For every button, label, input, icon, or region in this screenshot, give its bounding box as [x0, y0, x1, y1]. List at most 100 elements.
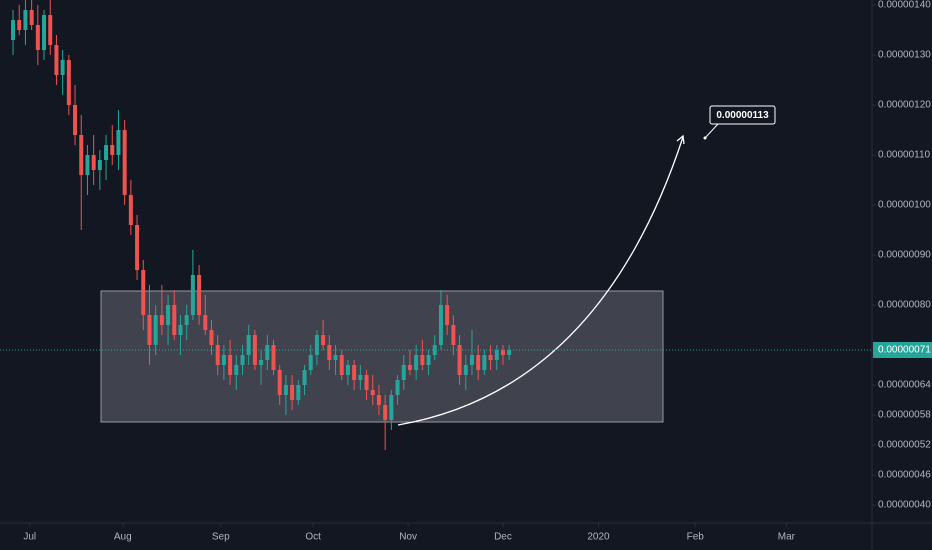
- candle-body: [339, 355, 344, 375]
- candle-body: [259, 360, 264, 365]
- x-tick-label: Aug: [114, 532, 132, 543]
- candle-body: [178, 325, 183, 335]
- candle-body: [116, 130, 121, 155]
- candle-body: [476, 355, 481, 370]
- y-tick-label: 0.00000058: [878, 410, 931, 421]
- y-tick-label: 0.00000046: [878, 470, 931, 481]
- candle-body: [383, 405, 388, 420]
- projection-arrow: [397, 136, 684, 426]
- candle-body: [91, 155, 96, 170]
- candle-body: [401, 365, 406, 380]
- candle-body: [469, 355, 474, 365]
- candle-body: [135, 225, 140, 270]
- candle-body: [128, 195, 133, 225]
- candle-body: [97, 160, 102, 170]
- candle-body: [79, 135, 84, 175]
- candle-body: [172, 305, 177, 335]
- candle-body: [457, 345, 462, 375]
- candle-body: [451, 325, 456, 345]
- x-tick-label: Feb: [687, 532, 705, 543]
- candle-body: [494, 350, 499, 360]
- candle-body: [234, 365, 239, 375]
- candle-body: [184, 315, 189, 325]
- candle-body: [54, 45, 59, 75]
- candle-body: [42, 15, 47, 50]
- candle-body: [438, 305, 443, 345]
- candle-body: [35, 25, 40, 50]
- y-tick-label: 0.00000090: [878, 250, 931, 261]
- candle-body: [327, 345, 332, 360]
- y-tick-label: 0.00000064: [878, 380, 931, 391]
- x-tick-label: 2020: [587, 532, 610, 543]
- candle-body: [104, 145, 109, 160]
- x-tick-label: Dec: [494, 532, 512, 543]
- candle-body: [215, 345, 220, 365]
- candle-body: [159, 315, 164, 325]
- candle-body: [389, 395, 394, 420]
- candle-body: [110, 145, 115, 155]
- candle-body: [66, 60, 71, 105]
- candle-body: [271, 345, 276, 370]
- y-tick-label: 0.00000130: [878, 50, 931, 61]
- candle-body: [122, 130, 127, 195]
- candle-body: [190, 275, 195, 315]
- candle-body: [203, 315, 208, 330]
- candle-body: [370, 390, 375, 395]
- candle-body: [308, 355, 313, 370]
- candle-body: [73, 105, 78, 135]
- candle-body: [488, 355, 493, 360]
- candle-body: [23, 10, 28, 30]
- range-box: [100, 290, 664, 423]
- callout-point: [703, 136, 707, 140]
- last-price-box: [873, 342, 932, 358]
- candle-body: [240, 355, 245, 365]
- y-tick-label: 0.00000100: [878, 200, 931, 211]
- last-price-label: 0.00000071: [878, 345, 931, 356]
- candle-body: [395, 380, 400, 395]
- arrow-head: [676, 134, 685, 145]
- candle-body: [376, 395, 381, 405]
- x-tick-label: Nov: [399, 532, 417, 543]
- candle-body: [166, 305, 171, 325]
- candle-body: [321, 335, 326, 345]
- y-tick-label: 0.00000140: [878, 0, 931, 11]
- candle-body: [445, 305, 450, 325]
- callout-box: [709, 105, 776, 125]
- candle-body: [197, 275, 202, 315]
- candle-body: [345, 365, 350, 375]
- candle-body: [352, 365, 357, 380]
- candle-body: [60, 60, 65, 75]
- candle-body: [11, 20, 16, 40]
- y-tick-label: 0.00000052: [878, 440, 931, 451]
- x-tick-label: Mar: [778, 532, 796, 543]
- candle-body: [153, 315, 158, 345]
- candle-body: [48, 15, 53, 45]
- callout-pointer: [704, 123, 719, 139]
- candle-body: [85, 155, 90, 175]
- candle-body: [17, 20, 22, 30]
- candle-body: [507, 350, 512, 355]
- candle-body: [414, 355, 419, 370]
- candle-body: [407, 365, 412, 370]
- candle-body: [209, 330, 214, 345]
- x-tick-label: Jul: [23, 532, 36, 543]
- candle-body: [277, 370, 282, 395]
- candle-body: [364, 375, 369, 390]
- candles: [11, 0, 512, 450]
- candle-body: [252, 335, 257, 365]
- x-tick-label: Oct: [305, 532, 321, 543]
- candle-body: [358, 375, 363, 380]
- candle-body: [302, 370, 307, 385]
- candle-body: [290, 385, 295, 400]
- y-tick-label: 0.00000040: [878, 500, 931, 511]
- candle-body: [420, 355, 425, 365]
- candle-body: [500, 350, 505, 355]
- candle-body: [314, 335, 319, 355]
- candle-body: [426, 355, 431, 365]
- candle-body: [283, 385, 288, 395]
- candle-body: [221, 355, 226, 365]
- candle-body: [228, 355, 233, 375]
- y-tick-label: 0.00000110: [878, 150, 931, 161]
